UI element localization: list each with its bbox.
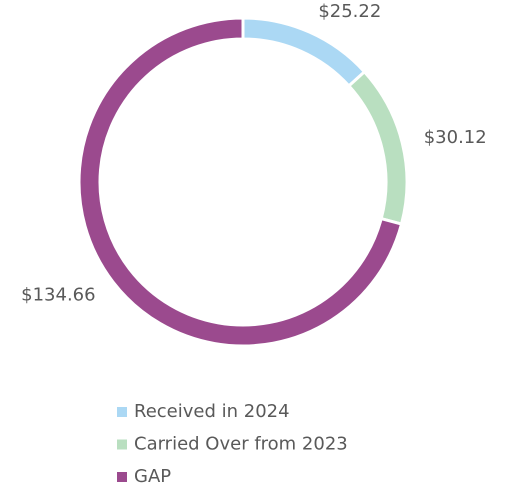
data-label: $134.66	[21, 284, 95, 305]
legend-label: Received in 2024	[134, 401, 290, 422]
data-label: $25.22	[318, 1, 381, 22]
legend-label: Carried Over from 2023	[134, 434, 348, 455]
legend-label: GAP	[134, 466, 171, 487]
data-label: $30.12	[424, 127, 487, 148]
donut-segment	[241, 16, 367, 89]
legend-swatch	[117, 407, 127, 417]
legend-swatch	[117, 439, 127, 450]
donut-segment	[77, 16, 404, 348]
legend-swatch	[117, 472, 127, 482]
donut-segment	[346, 69, 409, 226]
